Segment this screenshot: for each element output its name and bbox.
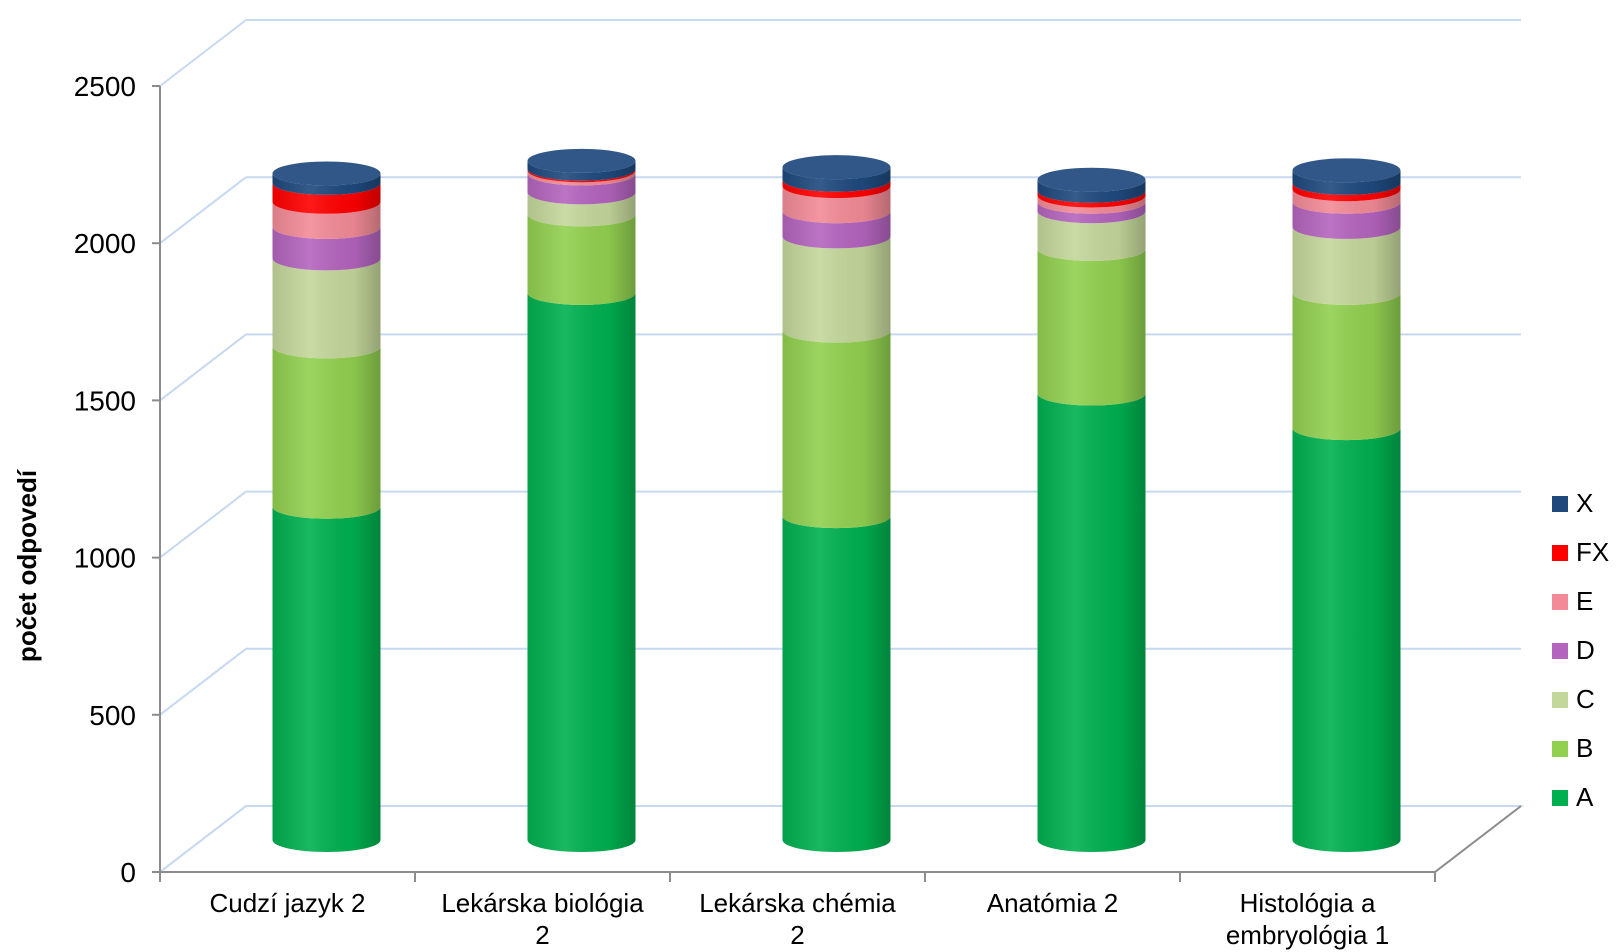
legend-swatch [1552, 741, 1568, 757]
legend-swatch [1552, 790, 1568, 806]
bar-segment-shade [527, 173, 636, 205]
y-tick-label: 0 [120, 857, 136, 888]
category-label: Histológia a embryológia 1 [1226, 888, 1389, 950]
legend-label: E [1576, 586, 1593, 616]
gridline-side [159, 19, 247, 87]
bar-segment-shade [1037, 248, 1146, 406]
cylinder-bar [272, 161, 381, 852]
bar-segment-shade [1037, 195, 1146, 214]
bar-top-highlight [272, 161, 381, 186]
bar-segment-shade [527, 160, 636, 181]
bar-top [527, 148, 636, 173]
bar-segment-shade [527, 214, 636, 305]
gridline-side [159, 176, 247, 244]
bars [272, 148, 1401, 853]
tick-labels: 0 500 1000 1500 2000 2500 [74, 71, 136, 888]
category-label: Anatómia 2 [987, 888, 1119, 918]
bar-segment-shade [272, 173, 381, 195]
bar-segment-shade [782, 211, 891, 249]
bar-segment-shade [782, 330, 891, 529]
bar-top [272, 161, 381, 186]
bar-segment-shade [782, 186, 891, 224]
legend-swatch [1552, 496, 1568, 512]
legend-swatch [1552, 643, 1568, 659]
bar-top [1292, 158, 1401, 183]
legend-swatch [1552, 545, 1568, 561]
bar-segment-shade [527, 170, 636, 186]
y-tick-label: 2000 [74, 228, 136, 259]
bar-top [782, 155, 891, 180]
category-labels: Cudzí jazyk 2 Lekárska biológia 2 Lekárska … [209, 888, 1389, 950]
y-tick-label: 2500 [74, 71, 136, 102]
bar-segment-shade [782, 236, 891, 343]
bar-segment-shade [527, 292, 636, 853]
bar-segment-shade [1292, 201, 1401, 239]
axes [152, 85, 1522, 882]
category-label: Lekárska chémia 2 [699, 888, 896, 950]
bar-segment-shade [1037, 179, 1146, 203]
gridline-side [159, 333, 247, 402]
bar-segment-shade [527, 192, 636, 227]
legend-label: B [1576, 733, 1593, 763]
category-label: Lekárska biológia 2 [441, 888, 644, 950]
floor-edge [1434, 805, 1522, 873]
legend-label: C [1576, 684, 1595, 714]
bar-segment-shade [1292, 226, 1401, 305]
gridline-side [159, 490, 247, 559]
bar-top-highlight [1037, 167, 1146, 192]
bar-segment-shade [782, 516, 891, 852]
bar-segment-shade [1037, 201, 1146, 224]
bar-segment-shade [272, 201, 381, 239]
bar-segment-shade [1037, 190, 1146, 208]
y-tick-label: 1000 [74, 543, 136, 574]
legend-label: D [1576, 635, 1595, 665]
y-tick-label: 1500 [74, 385, 136, 416]
legend-label: FX [1576, 537, 1609, 567]
bar-top-highlight [1292, 158, 1401, 183]
bar-segment-shade [782, 179, 891, 199]
bar-segment-shade [1292, 428, 1401, 852]
legend-label: X [1576, 488, 1593, 518]
gridline-side [159, 805, 247, 873]
bar-top-highlight [527, 148, 636, 173]
bar-segment-shade [272, 258, 381, 359]
bar-segment-shade [272, 226, 381, 271]
bar-segment-shade [272, 506, 381, 852]
legend-swatch [1552, 594, 1568, 610]
bar-segment-shade [782, 167, 891, 192]
bar-segment-shade [1292, 170, 1401, 195]
gridline-side [159, 648, 247, 716]
legend-swatch [1552, 692, 1568, 708]
y-axis-label: počet odpovedí [12, 469, 42, 662]
bar-top-highlight [782, 155, 891, 180]
category-label: Cudzí jazyk 2 [209, 888, 365, 918]
bar-segment-shade [272, 182, 381, 214]
bar-segment-shade [1292, 182, 1401, 202]
bar-segment-shade [1292, 292, 1401, 441]
bar-segment-shade [1292, 189, 1401, 214]
cylinder-bar [527, 148, 636, 853]
bar-segment-shade [272, 346, 381, 519]
cylinder-bar [1037, 167, 1146, 852]
y-tick-label: 500 [89, 700, 136, 731]
bar-segment-shade [1037, 393, 1146, 852]
cylinder-bar [782, 155, 891, 852]
bar-segment-shade [1037, 211, 1146, 261]
legend-label: A [1576, 782, 1594, 812]
cylinder-bar [1292, 158, 1401, 852]
bar-top [1037, 167, 1146, 192]
